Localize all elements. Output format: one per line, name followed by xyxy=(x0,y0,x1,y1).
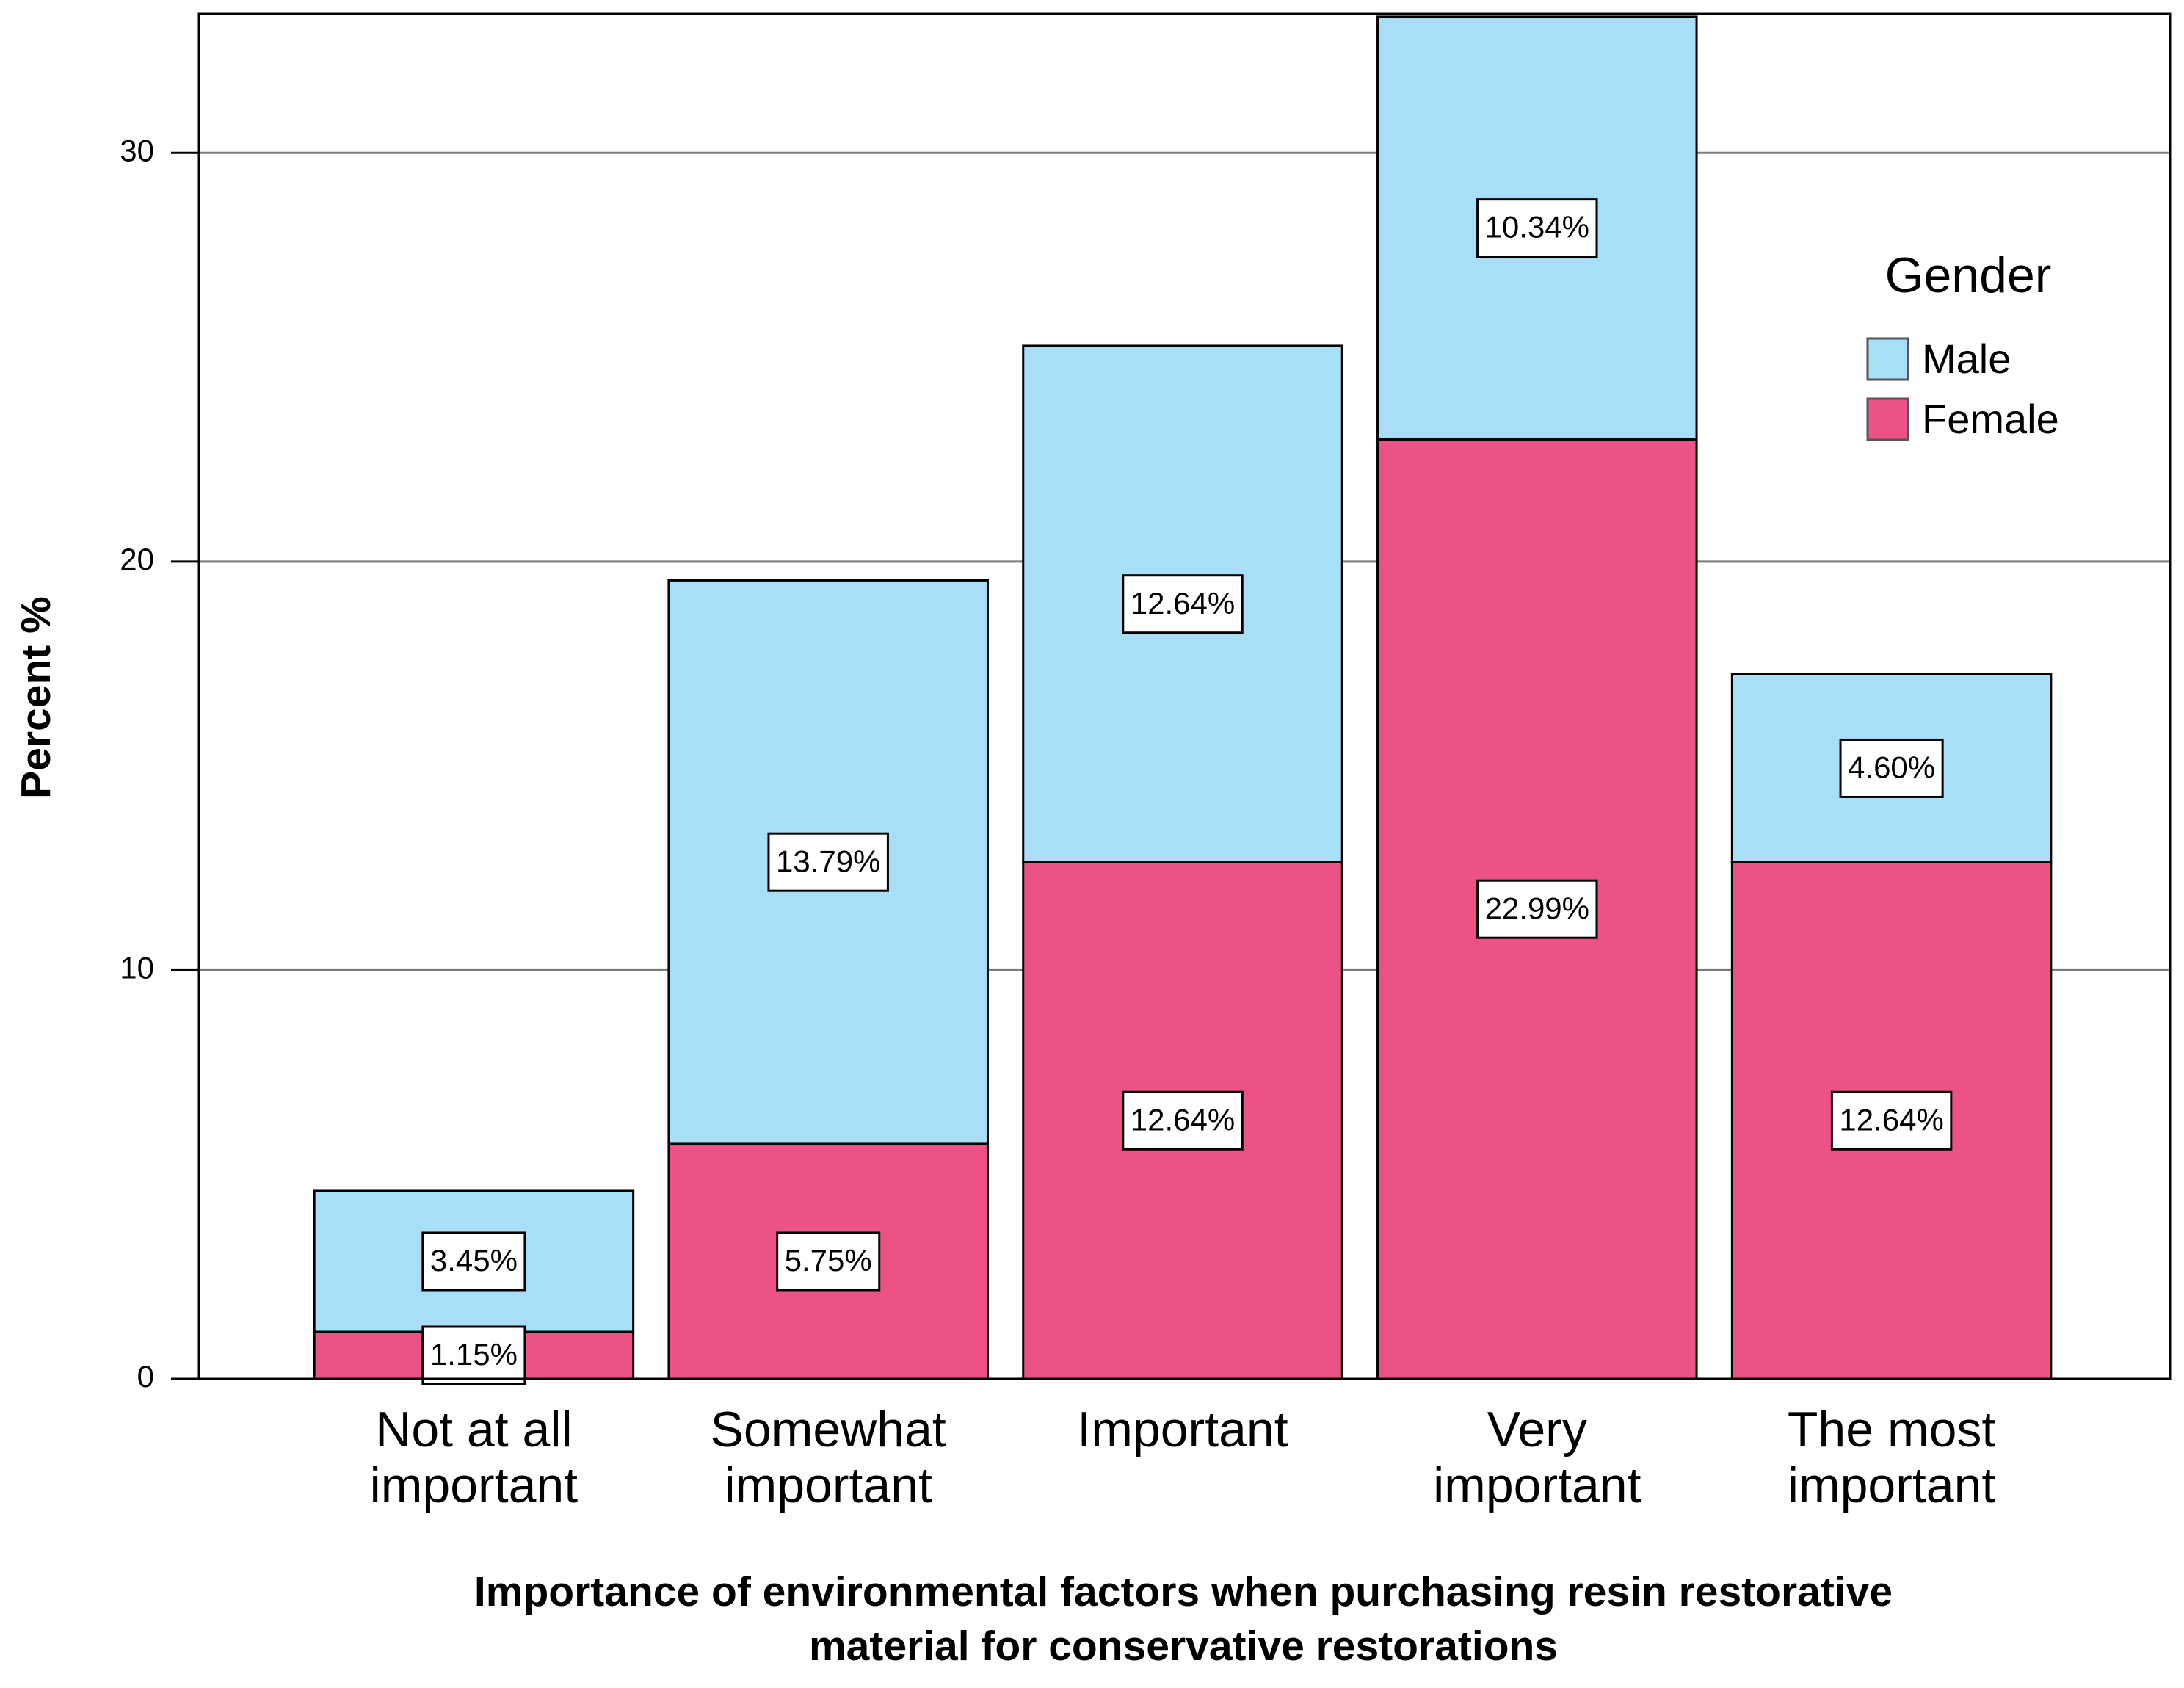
data-label-text: 4.60% xyxy=(1848,750,1935,785)
data-label: 12.64% xyxy=(1830,1090,1953,1151)
legend-title: Gender xyxy=(1885,247,2052,303)
x-axis-title: Importance of environmental factors when… xyxy=(474,1568,1893,1670)
data-label: 10.34% xyxy=(1476,198,1598,258)
data-label-text: 12.64% xyxy=(1131,1102,1235,1137)
x-tick-label: The most important xyxy=(1788,1402,1996,1513)
x-tick-label: Very important xyxy=(1433,1402,1641,1513)
data-label-text: 12.64% xyxy=(1131,586,1235,620)
data-label-box xyxy=(1476,879,1598,939)
data-label-box xyxy=(421,1231,526,1292)
y-tick-label: 30 xyxy=(120,133,154,167)
y-axis-title: Percent % xyxy=(12,596,59,799)
data-label-box xyxy=(776,1231,881,1292)
x-tick-label: Somewhat important xyxy=(711,1402,946,1513)
legend-label: Male xyxy=(1922,336,2011,382)
data-label: 12.64% xyxy=(1122,1090,1244,1151)
data-label-box xyxy=(421,1325,526,1385)
bar-segment xyxy=(1376,15,1698,441)
data-label-box xyxy=(1476,198,1598,258)
y-tick-label: 20 xyxy=(120,542,154,576)
data-label-box xyxy=(1839,738,1944,798)
data-label-text: 1.15% xyxy=(430,1337,518,1372)
y-tick-label: 10 xyxy=(120,951,154,985)
data-label-text: 10.34% xyxy=(1485,210,1589,244)
data-label: 3.45% xyxy=(421,1231,526,1292)
x-tick-label: Important xyxy=(1077,1402,1288,1457)
data-label-text: 3.45% xyxy=(430,1243,518,1278)
y-tick-label: 0 xyxy=(137,1359,154,1394)
data-label: 5.75% xyxy=(776,1231,881,1292)
data-label: 4.60% xyxy=(1839,738,1944,798)
data-label-box xyxy=(1122,1090,1244,1151)
data-label-text: 12.64% xyxy=(1839,1102,1943,1137)
data-label-box xyxy=(1122,574,1244,634)
data-label: 1.15% xyxy=(421,1325,526,1385)
legend-label: Female xyxy=(1922,396,2059,442)
data-label: 13.79% xyxy=(767,832,889,892)
data-label-box xyxy=(1830,1090,1953,1151)
data-label: 12.64% xyxy=(1122,574,1244,634)
data-label-box xyxy=(767,832,889,892)
data-label-text: 13.79% xyxy=(776,844,880,878)
x-tick-label: Not at all important xyxy=(370,1402,578,1513)
plot-frame xyxy=(197,12,2172,1380)
data-label: 22.99% xyxy=(1476,879,1598,939)
data-label-text: 5.75% xyxy=(785,1243,872,1278)
legend-swatch xyxy=(1866,397,1909,441)
legend-swatch xyxy=(1866,337,1909,381)
data-label-text: 22.99% xyxy=(1485,891,1589,925)
